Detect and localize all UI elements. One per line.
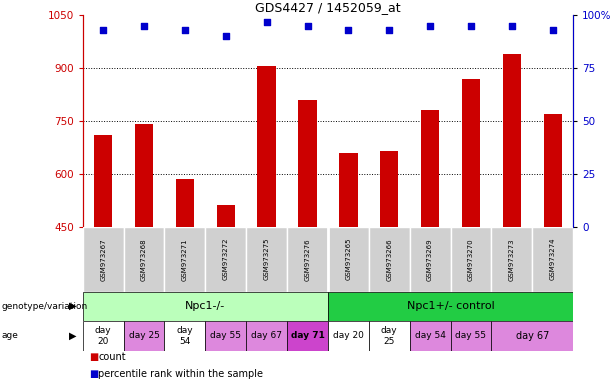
Bar [257, 66, 276, 227]
Point [221, 33, 230, 40]
Bar [124, 227, 164, 292]
Text: day
54: day 54 [177, 326, 193, 346]
Text: GSM973275: GSM973275 [264, 238, 270, 280]
Bar [287, 321, 328, 351]
Point [303, 23, 313, 29]
Point [466, 23, 476, 29]
Text: percentile rank within the sample: percentile rank within the sample [98, 369, 263, 379]
Text: day 25: day 25 [129, 331, 159, 341]
Text: day
20: day 20 [95, 326, 112, 346]
Text: day 20: day 20 [333, 331, 364, 341]
Point [180, 27, 190, 33]
Bar [83, 321, 124, 351]
Bar [503, 54, 521, 227]
Text: day 67: day 67 [251, 331, 282, 341]
Text: age: age [1, 331, 18, 341]
Point [262, 19, 272, 25]
Text: day 55: day 55 [210, 331, 242, 341]
Text: count: count [98, 352, 126, 362]
Bar [205, 227, 246, 292]
Bar [492, 321, 573, 351]
Text: GSM973268: GSM973268 [141, 238, 147, 281]
Point [384, 27, 394, 33]
Bar [409, 321, 451, 351]
Bar [83, 292, 328, 321]
Bar [380, 151, 398, 227]
Text: GSM973276: GSM973276 [305, 238, 311, 281]
Bar [94, 135, 112, 227]
Text: day 67: day 67 [516, 331, 549, 341]
Bar [532, 227, 573, 292]
Text: GSM973265: GSM973265 [345, 238, 351, 280]
Text: day 55: day 55 [455, 331, 487, 341]
Bar [287, 227, 328, 292]
Bar [124, 321, 164, 351]
Bar [164, 227, 205, 292]
Bar [421, 111, 440, 227]
Text: genotype/variation: genotype/variation [1, 302, 88, 311]
Title: GDS4427 / 1452059_at: GDS4427 / 1452059_at [255, 1, 401, 14]
Bar [328, 227, 369, 292]
Text: GSM973269: GSM973269 [427, 238, 433, 281]
Text: ■: ■ [89, 352, 98, 362]
Bar [205, 321, 246, 351]
Point [425, 23, 435, 29]
Bar [462, 79, 480, 227]
Bar [409, 227, 451, 292]
Bar [451, 321, 492, 351]
Point [98, 27, 108, 33]
Point [139, 23, 149, 29]
Point [548, 27, 558, 33]
Text: Npc1+/- control: Npc1+/- control [406, 301, 495, 311]
Point [343, 27, 353, 33]
Text: GSM973272: GSM973272 [223, 238, 229, 280]
Bar [216, 205, 235, 227]
Bar [339, 152, 357, 227]
Bar [246, 227, 287, 292]
Bar [369, 321, 409, 351]
Bar [369, 227, 409, 292]
Bar [176, 179, 194, 227]
Bar [135, 124, 153, 227]
Text: GSM973270: GSM973270 [468, 238, 474, 281]
Text: GSM973273: GSM973273 [509, 238, 515, 281]
Text: GSM973274: GSM973274 [550, 238, 556, 280]
Bar [299, 100, 317, 227]
Text: ▶: ▶ [69, 301, 77, 311]
Text: Npc1-/-: Npc1-/- [185, 301, 226, 311]
Text: day
25: day 25 [381, 326, 398, 346]
Text: GSM973271: GSM973271 [182, 238, 188, 281]
Bar [544, 114, 562, 227]
Bar [83, 227, 124, 292]
Text: day 54: day 54 [414, 331, 446, 341]
Text: GSM973266: GSM973266 [386, 238, 392, 281]
Bar [492, 227, 532, 292]
Bar [246, 321, 287, 351]
Bar [164, 321, 205, 351]
Bar [328, 321, 369, 351]
Text: day 71: day 71 [291, 331, 324, 341]
Bar [328, 292, 573, 321]
Text: ▶: ▶ [69, 331, 77, 341]
Point [507, 23, 517, 29]
Text: ■: ■ [89, 369, 98, 379]
Text: GSM973267: GSM973267 [100, 238, 106, 281]
Bar [451, 227, 492, 292]
